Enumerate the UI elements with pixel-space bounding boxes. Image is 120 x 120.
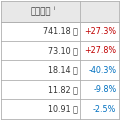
Bar <box>80 22 119 41</box>
Bar <box>1 22 80 41</box>
Text: i: i <box>54 6 55 11</box>
Bar <box>1 60 80 80</box>
Text: +27.8%: +27.8% <box>84 46 116 55</box>
Text: 73.10 件: 73.10 件 <box>48 46 78 55</box>
Text: +27.3%: +27.3% <box>84 27 116 36</box>
Bar <box>1 99 80 119</box>
Bar <box>1 80 80 99</box>
Bar <box>1 1 119 22</box>
Text: 741.18 件: 741.18 件 <box>43 27 78 36</box>
Bar <box>80 80 119 99</box>
Text: 今期件数: 今期件数 <box>30 7 51 16</box>
Bar <box>80 60 119 80</box>
Text: -2.5%: -2.5% <box>93 105 116 114</box>
Bar <box>80 41 119 60</box>
Bar <box>80 99 119 119</box>
Text: 10.91 件: 10.91 件 <box>48 105 78 114</box>
Bar <box>1 41 80 60</box>
Text: -9.8%: -9.8% <box>93 85 116 94</box>
Text: 11.82 件: 11.82 件 <box>48 85 78 94</box>
Text: -40.3%: -40.3% <box>88 66 116 75</box>
Text: 18.14 件: 18.14 件 <box>48 66 78 75</box>
